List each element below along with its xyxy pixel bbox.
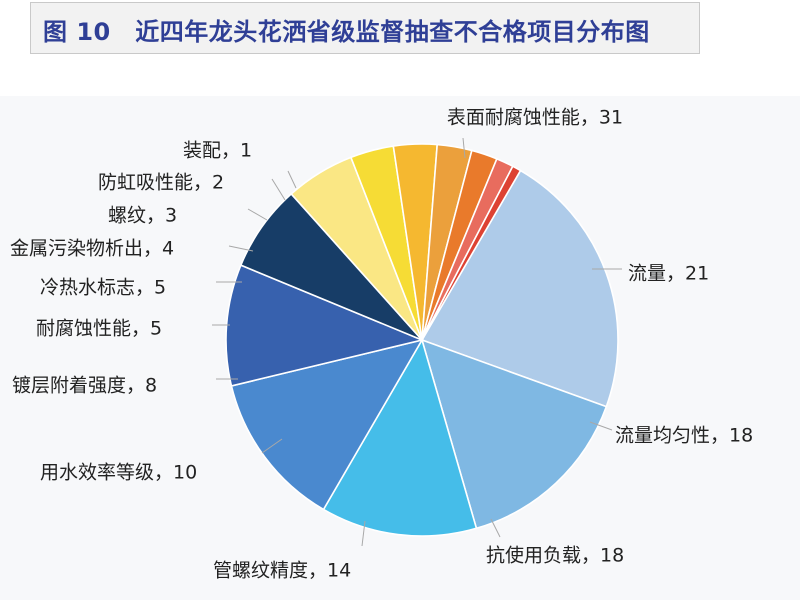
leader-line-3 (589, 421, 613, 431)
leader-line-5 (361, 520, 366, 547)
slice-label-2: 流量，21 (628, 263, 709, 285)
leader-line-4 (490, 518, 501, 538)
pie-chart: 表面耐腐蚀性能，31 流量，21 流量均匀性，18 抗使用负载，18 管螺纹精度，14 用… (10, 107, 753, 582)
slice-label-10: 金属污染物析出，4 (10, 238, 174, 260)
slice-label-7: 镀层附着强度，8 (12, 375, 157, 397)
leader-line-11 (247, 208, 268, 221)
leader-line-6 (261, 438, 283, 454)
pie-slice-2 (420, 338, 608, 530)
title-box: 图 10 近四年龙头花洒省级监督抽查不合格项目分布图 (30, 2, 700, 54)
slice-label-8: 耐腐蚀性能，5 (36, 318, 162, 340)
leader-line-13 (287, 170, 297, 189)
pie-slice-3 (322, 337, 478, 537)
slice-label-3: 流量均匀性，18 (615, 425, 753, 447)
pie-slice-4 (230, 338, 424, 511)
chart-title: 图 10 近四年龙头花洒省级监督抽查不合格项目分布图 (43, 18, 650, 46)
leader-line-12 (271, 178, 286, 201)
slice-label-9: 冷热水标志，5 (40, 277, 166, 299)
leader-line-1 (462, 137, 466, 159)
slice-label-5: 管螺纹精度，14 (213, 560, 351, 582)
slice-label-13: 装配，1 (183, 140, 252, 162)
chart-area: 表面耐腐蚀性能，31 流量，21 流量均匀性，18 抗使用负载，18 管螺纹精度，14 用… (0, 96, 800, 600)
leader-line-10 (228, 245, 254, 252)
slice-label-6: 用水效率等级，10 (40, 462, 197, 484)
pie-slice-1 (420, 169, 619, 408)
slice-label-11: 螺纹，3 (108, 205, 177, 227)
slice-label-12: 防虹吸性能，2 (98, 172, 224, 194)
pie-slice-13 (421, 165, 522, 341)
slice-label-4: 抗使用负载，18 (486, 545, 624, 567)
slice-label-1: 表面耐腐蚀性能，31 (447, 107, 623, 129)
